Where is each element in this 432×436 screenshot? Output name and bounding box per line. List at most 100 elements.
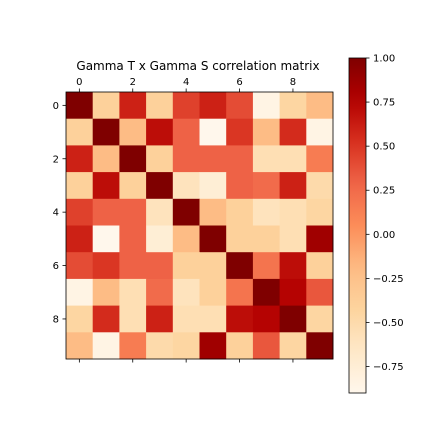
x-tick-label-0: 0 xyxy=(76,77,82,88)
y-tick-label-1: 2 xyxy=(53,154,59,165)
x-tick-label-3: 6 xyxy=(236,77,242,88)
heatmap-cell-r1-c5 xyxy=(199,118,227,146)
heatmap-cell-r4-c4 xyxy=(172,198,200,226)
heatmap-cell-r3-c0 xyxy=(66,172,94,200)
colorbar-tick-label-2: 0.50 xyxy=(373,142,395,153)
heatmap-cell-r2-c9 xyxy=(306,145,334,173)
heatmap-cell-r5-c2 xyxy=(119,225,147,253)
heatmap-cell-r6-c2 xyxy=(119,252,147,280)
heatmap-cell-r5-c3 xyxy=(146,225,174,253)
heatmap-cell-r6-c9 xyxy=(306,252,334,280)
x-axis-ticks: 0 2 4 6 8 xyxy=(76,77,296,363)
heatmap-cell-r1-c6 xyxy=(226,118,254,146)
heatmap-cell-r9-c0 xyxy=(66,332,94,360)
heatmap-cell-r3-c8 xyxy=(279,172,307,200)
heatmap-cell-r7-c3 xyxy=(146,278,174,306)
heatmap-cell-r0-c9 xyxy=(306,92,334,120)
colorbar-tick-label-6: −0.50 xyxy=(373,318,404,329)
heatmap-cell-r6-c8 xyxy=(279,252,307,280)
heatmap-cell-r8-c8 xyxy=(279,305,307,333)
heatmap-cell-r7-c9 xyxy=(306,278,334,306)
heatmap-cell-r4-c6 xyxy=(226,198,254,226)
heatmap-cell-r8-c0 xyxy=(66,305,94,333)
heatmap-cell-r3-c5 xyxy=(199,172,227,200)
heatmap-cell-r0-c7 xyxy=(252,92,280,120)
heatmap-cell-r5-c4 xyxy=(172,225,200,253)
heatmap-cell-r8-c3 xyxy=(146,305,174,333)
heatmap-cell-r1-c9 xyxy=(306,118,334,146)
heatmap-cell-r7-c5 xyxy=(199,278,227,306)
heatmap-cell-r7-c2 xyxy=(119,278,147,306)
heatmap-cell-r4-c7 xyxy=(252,198,280,226)
heatmap-cell-r8-c5 xyxy=(199,305,227,333)
heatmap-cell-r4-c1 xyxy=(92,198,120,226)
heatmap-cell-r7-c1 xyxy=(92,278,120,306)
colorbar-tick-label-3: 0.25 xyxy=(373,186,395,197)
heatmap-cell-r9-c6 xyxy=(226,332,254,360)
heatmap-cell-r8-c1 xyxy=(92,305,120,333)
heatmap-cell-r3-c4 xyxy=(172,172,200,200)
heatmap-cell-r9-c5 xyxy=(199,332,227,360)
x-tick-label-1: 2 xyxy=(130,77,136,88)
heatmap-cell-r9-c7 xyxy=(252,332,280,360)
heatmap-cell-r0-c3 xyxy=(146,92,174,120)
heatmap-cell-r6-c3 xyxy=(146,252,174,280)
heatmap-cell-r5-c8 xyxy=(279,225,307,253)
heatmap-cell-r7-c7 xyxy=(252,278,280,306)
heatmap-cell-r3-c9 xyxy=(306,172,334,200)
heatmap-cell-r2-c4 xyxy=(172,145,200,173)
heatmap-cell-r8-c6 xyxy=(226,305,254,333)
colorbar-tick-label-4: 0.00 xyxy=(373,230,395,241)
heatmap-cell-r4-c9 xyxy=(306,198,334,226)
heatmap-cell-r1-c2 xyxy=(119,118,147,146)
heatmap-cell-r6-c0 xyxy=(66,252,94,280)
heatmap-cell-r2-c5 xyxy=(199,145,227,173)
heatmap-cell-r0-c0 xyxy=(66,92,94,120)
heatmap-cell-r1-c4 xyxy=(172,118,200,146)
heatmap-cell-r6-c6 xyxy=(226,252,254,280)
heatmap-cell-r8-c9 xyxy=(306,305,334,333)
heatmap-cell-r1-c1 xyxy=(92,118,120,146)
heatmap-cell-r5-c5 xyxy=(199,225,227,253)
heatmap-cell-r0-c2 xyxy=(119,92,147,120)
heatmap-cells xyxy=(66,92,334,360)
heatmap-cell-r9-c4 xyxy=(172,332,200,360)
chart-title: Gamma T x Gamma S correlation matrix xyxy=(76,59,319,73)
heatmap-cell-r9-c3 xyxy=(146,332,174,360)
heatmap-cell-r2-c1 xyxy=(92,145,120,173)
heatmap-cell-r5-c0 xyxy=(66,225,94,253)
colorbar-tick-label-1: 0.75 xyxy=(373,98,395,109)
y-tick-label-3: 6 xyxy=(53,261,59,272)
heatmap-cell-r4-c2 xyxy=(119,198,147,226)
x-tick-label-4: 8 xyxy=(290,77,296,88)
heatmap-cell-r9-c2 xyxy=(119,332,147,360)
x-tick-label-2: 4 xyxy=(183,77,189,88)
heatmap-cell-r7-c6 xyxy=(226,278,254,306)
y-tick-label-0: 0 xyxy=(53,101,59,112)
heatmap-cell-r5-c9 xyxy=(306,225,334,253)
y-axis-ticks: 0 2 4 6 8 xyxy=(53,101,66,325)
y-tick-label-2: 4 xyxy=(53,208,59,219)
heatmap-cell-r3-c6 xyxy=(226,172,254,200)
heatmap-cell-r6-c5 xyxy=(199,252,227,280)
heatmap-cell-r3-c7 xyxy=(252,172,280,200)
heatmap-cell-r7-c4 xyxy=(172,278,200,306)
heatmap-cell-r5-c7 xyxy=(252,225,280,253)
heatmap-cell-r4-c3 xyxy=(146,198,174,226)
colorbar-tick-label-7: −0.75 xyxy=(373,362,404,373)
heatmap-cell-r8-c7 xyxy=(252,305,280,333)
plot-frame xyxy=(65,91,334,360)
heatmap-cell-r2-c3 xyxy=(146,145,174,173)
heatmap-cell-r7-c8 xyxy=(279,278,307,306)
heatmap-cell-r6-c7 xyxy=(252,252,280,280)
heatmap-cell-r6-c4 xyxy=(172,252,200,280)
heatmap-cell-r4-c5 xyxy=(199,198,227,226)
colorbar-tick-label-5: −0.25 xyxy=(373,274,404,285)
heatmap-cell-r9-c9 xyxy=(306,332,334,360)
heatmap-cell-r1-c8 xyxy=(279,118,307,146)
heatmap-cell-r1-c7 xyxy=(252,118,280,146)
heatmap-cell-r8-c2 xyxy=(119,305,147,333)
heatmap-cell-r9-c8 xyxy=(279,332,307,360)
